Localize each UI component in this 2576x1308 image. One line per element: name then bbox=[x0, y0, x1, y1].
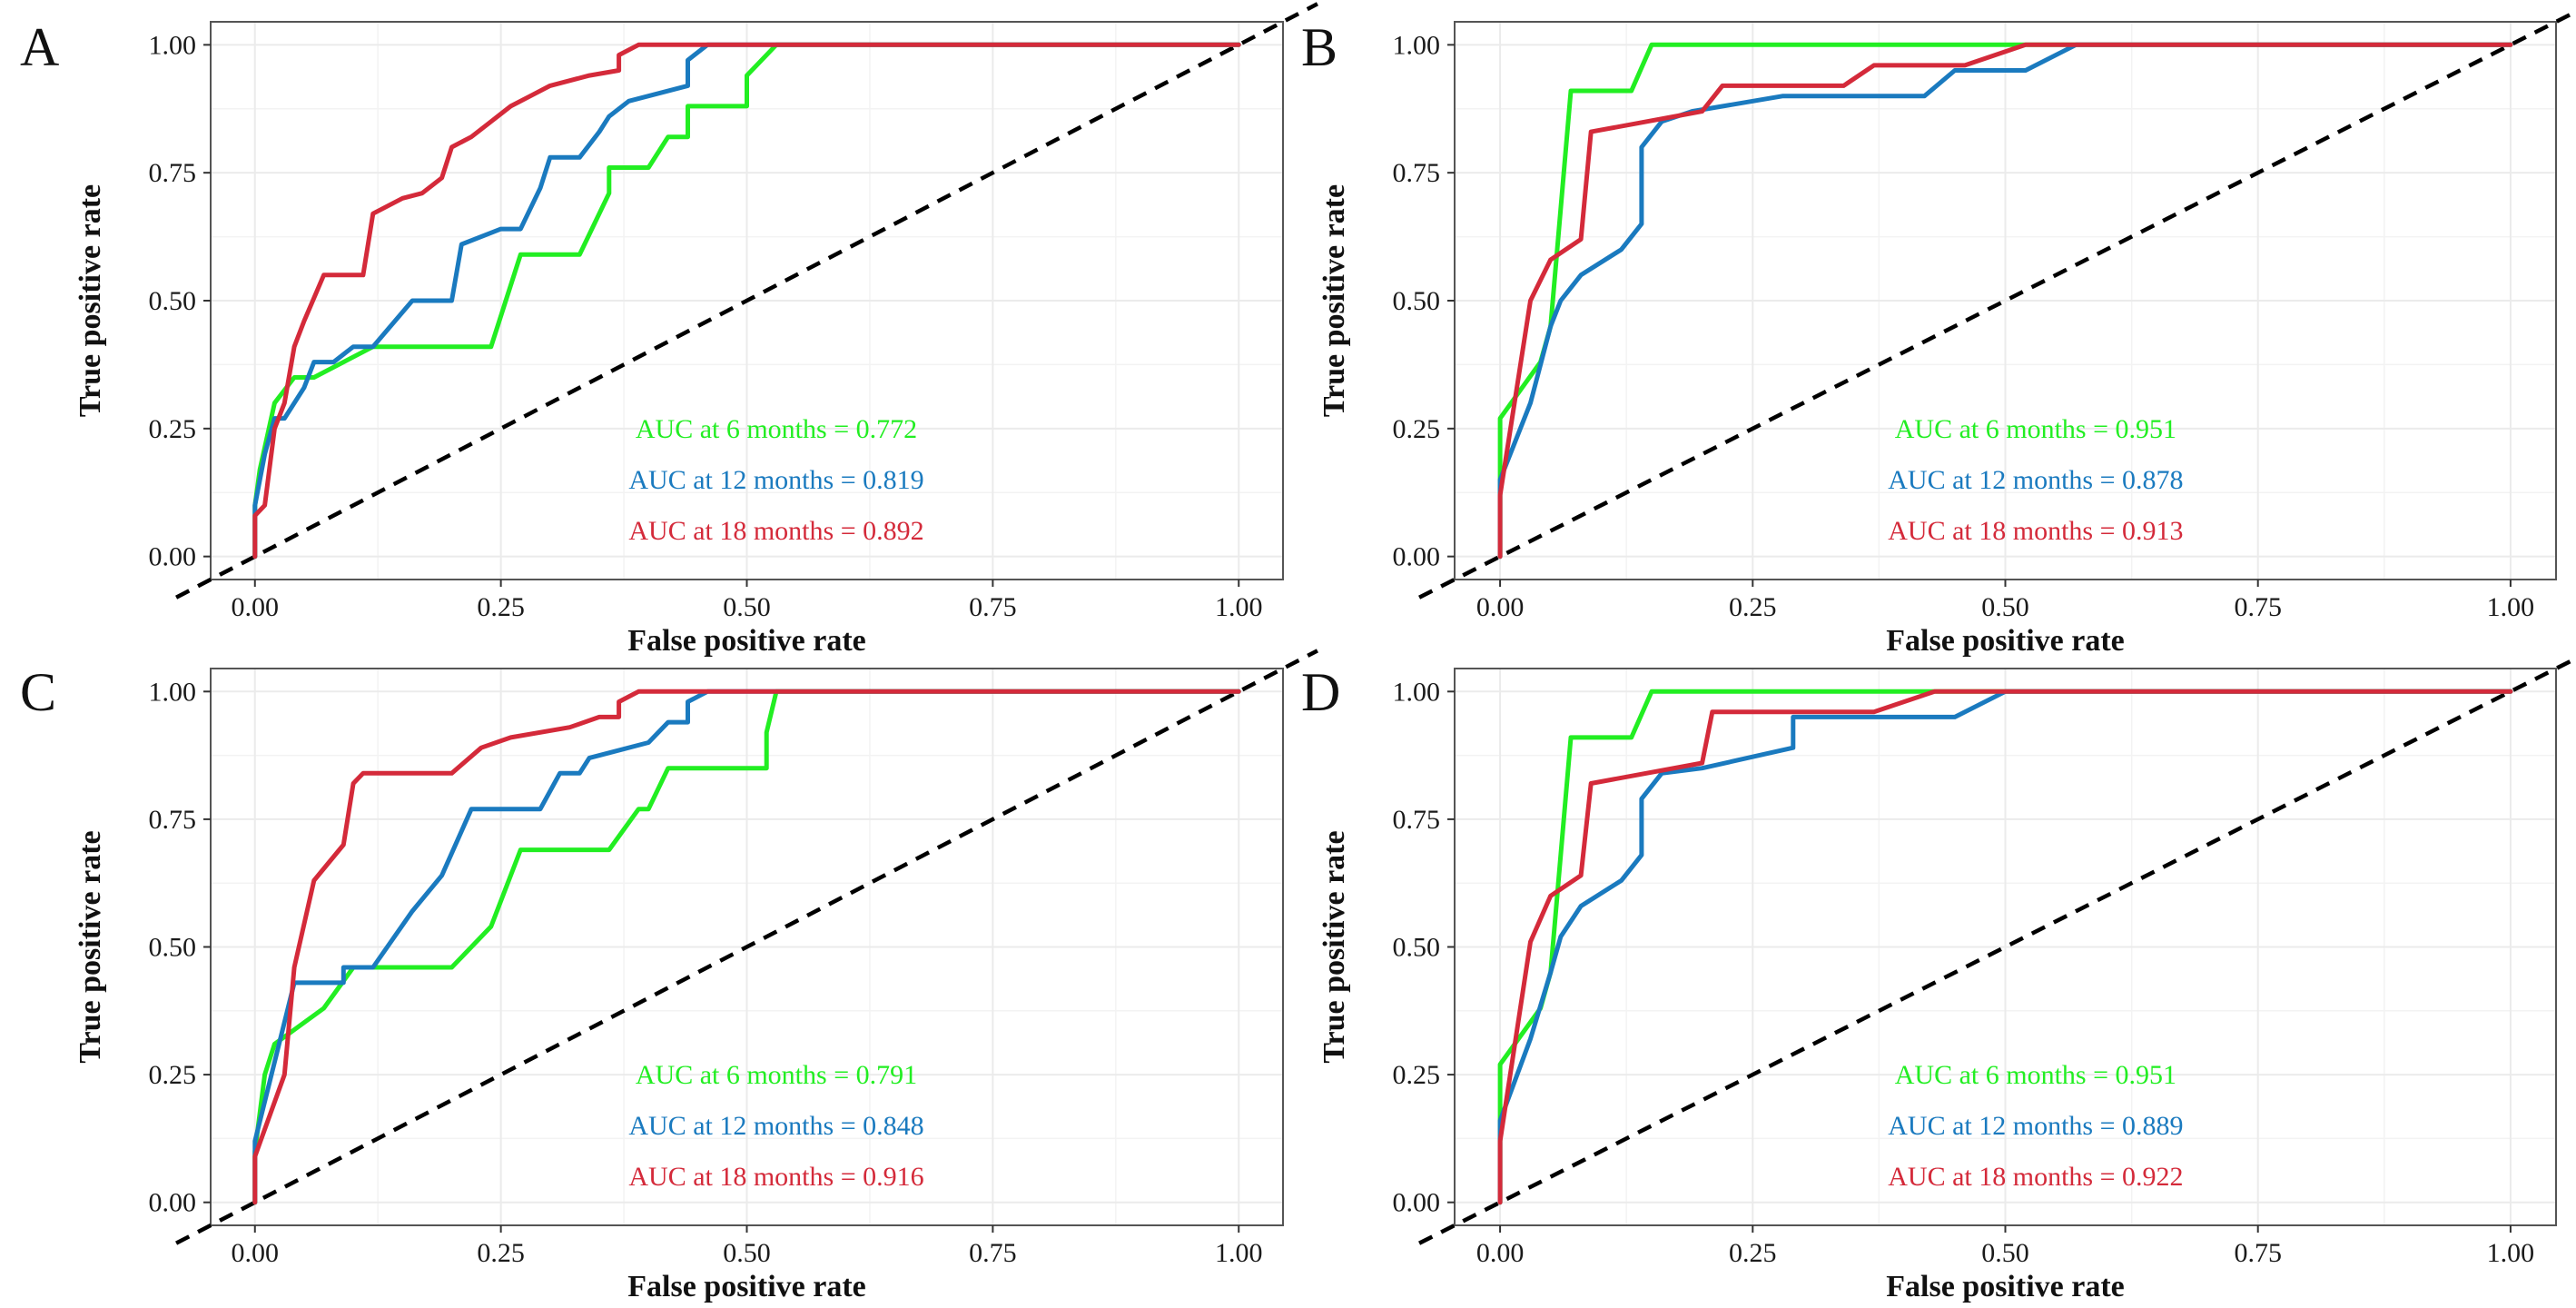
y-tick-label: 0.50 bbox=[149, 933, 197, 963]
panel-letter: C bbox=[20, 662, 56, 722]
x-axis-label: False positive rate bbox=[627, 624, 866, 658]
x-tick-label: 0.50 bbox=[723, 592, 771, 622]
roc-line-18-months bbox=[252, 42, 1241, 560]
auc-annotation-18-months: AUC at 18 months = 0.916 bbox=[628, 1162, 923, 1192]
y-tick-label: 1.00 bbox=[1393, 677, 1441, 707]
y-tick-label: 1.00 bbox=[149, 30, 197, 60]
panel-letter: B bbox=[1301, 17, 1337, 77]
auc-annotation-18-months: AUC at 18 months = 0.913 bbox=[1888, 516, 2183, 546]
x-tick-label: 1.00 bbox=[1215, 1238, 1263, 1268]
y-tick-label: 0.00 bbox=[1393, 542, 1441, 572]
auc-annotation-18-months: AUC at 18 months = 0.892 bbox=[628, 516, 923, 546]
x-axis-label: False positive rate bbox=[627, 1270, 866, 1303]
x-tick-label: 0.25 bbox=[477, 1238, 525, 1268]
y-tick-label: 1.00 bbox=[1393, 30, 1441, 60]
x-tick-label: 0.00 bbox=[232, 1238, 280, 1268]
roc-panel-A: 0.00 0.25 0.50 0.75 1.00 0.00 0.25 0.50 0.75 1.00… bbox=[20, 2, 1318, 658]
auc-annotation-6-months: AUC at 6 months = 0.772 bbox=[636, 414, 917, 444]
x-tick-label: 0.50 bbox=[1981, 1238, 2029, 1268]
roc-panel-B: 0.00 0.25 0.50 0.75 1.00 0.00 0.25 0.50 0.75 1.00… bbox=[1301, 9, 2576, 658]
y-tick-label: 0.25 bbox=[1393, 1060, 1441, 1090]
x-tick-label: 0.75 bbox=[2234, 1238, 2282, 1268]
y-tick-label: 0.25 bbox=[149, 414, 197, 444]
y-tick-label: 0.75 bbox=[149, 805, 197, 835]
x-tick-label: 0.75 bbox=[969, 1238, 1017, 1268]
x-axis-label: False positive rate bbox=[1886, 1270, 2125, 1303]
y-tick-label: 0.50 bbox=[1393, 933, 1441, 963]
x-tick-label: 0.00 bbox=[232, 592, 280, 622]
x-tick-label: 1.00 bbox=[2487, 1238, 2535, 1268]
panel-letter: A bbox=[20, 17, 59, 77]
roc-line-12-months bbox=[1497, 42, 2513, 560]
roc-line-6-months bbox=[252, 42, 1241, 560]
x-tick-label: 0.25 bbox=[1729, 1238, 1777, 1268]
y-axis-label: True positive rate bbox=[74, 830, 107, 1063]
roc-line-12-months bbox=[252, 689, 1241, 1205]
x-tick-label: 0.25 bbox=[1729, 592, 1777, 622]
x-tick-label: 0.00 bbox=[1476, 1238, 1525, 1268]
y-tick-label: 0.00 bbox=[149, 1188, 197, 1218]
y-tick-label: 0.00 bbox=[1393, 1188, 1441, 1218]
y-tick-label: 0.75 bbox=[1393, 158, 1441, 188]
auc-annotation-12-months: AUC at 12 months = 0.878 bbox=[1888, 465, 2183, 495]
y-axis-label: True positive rate bbox=[74, 184, 107, 417]
x-tick-label: 0.00 bbox=[1476, 592, 1525, 622]
x-tick-label: 0.25 bbox=[477, 592, 525, 622]
y-tick-label: 1.00 bbox=[149, 677, 197, 707]
x-tick-label: 1.00 bbox=[1215, 592, 1263, 622]
y-tick-label: 0.75 bbox=[1393, 805, 1441, 835]
auc-annotation-12-months: AUC at 12 months = 0.889 bbox=[1888, 1111, 2183, 1141]
auc-annotation-6-months: AUC at 6 months = 0.951 bbox=[1895, 414, 2176, 444]
reference-diagonal-line bbox=[175, 2, 1318, 600]
roc-line-12-months bbox=[252, 42, 1241, 560]
auc-annotation-12-months: AUC at 12 months = 0.848 bbox=[628, 1111, 923, 1141]
roc-line-12-months bbox=[1497, 689, 2513, 1205]
roc-line-18-months bbox=[1497, 42, 2513, 560]
auc-annotation-6-months: AUC at 6 months = 0.791 bbox=[636, 1060, 917, 1090]
panel-letter: D bbox=[1301, 662, 1340, 722]
y-tick-label: 0.25 bbox=[149, 1060, 197, 1090]
x-tick-label: 0.75 bbox=[2234, 592, 2282, 622]
x-tick-label: 0.50 bbox=[1981, 592, 2029, 622]
reference-diagonal-line bbox=[175, 649, 1318, 1245]
y-tick-label: 0.25 bbox=[1393, 414, 1441, 444]
roc-line-6-months bbox=[252, 689, 1241, 1205]
roc-panel-C: 0.00 0.25 0.50 0.75 1.00 0.00 0.25 0.50 0.75 1.00… bbox=[20, 649, 1318, 1303]
y-tick-label: 0.75 bbox=[149, 158, 197, 188]
roc-panel-D: 0.00 0.25 0.50 0.75 1.00 0.00 0.25 0.50 0.75 1.00… bbox=[1301, 656, 2576, 1303]
y-axis-label: True positive rate bbox=[1318, 184, 1351, 417]
y-axis-label: True positive rate bbox=[1318, 830, 1351, 1063]
roc-line-18-months bbox=[252, 689, 1241, 1205]
x-tick-label: 1.00 bbox=[2487, 592, 2535, 622]
x-tick-label: 0.75 bbox=[969, 592, 1017, 622]
y-tick-label: 0.50 bbox=[149, 286, 197, 316]
y-tick-label: 0.00 bbox=[149, 542, 197, 572]
roc-line-18-months bbox=[1497, 689, 2513, 1205]
x-axis-label: False positive rate bbox=[1886, 624, 2125, 658]
x-tick-label: 0.50 bbox=[723, 1238, 771, 1268]
auc-annotation-12-months: AUC at 12 months = 0.819 bbox=[628, 465, 923, 495]
auc-annotation-18-months: AUC at 18 months = 0.922 bbox=[1888, 1162, 2183, 1192]
auc-annotation-6-months: AUC at 6 months = 0.951 bbox=[1895, 1060, 2176, 1090]
y-tick-label: 0.50 bbox=[1393, 286, 1441, 316]
